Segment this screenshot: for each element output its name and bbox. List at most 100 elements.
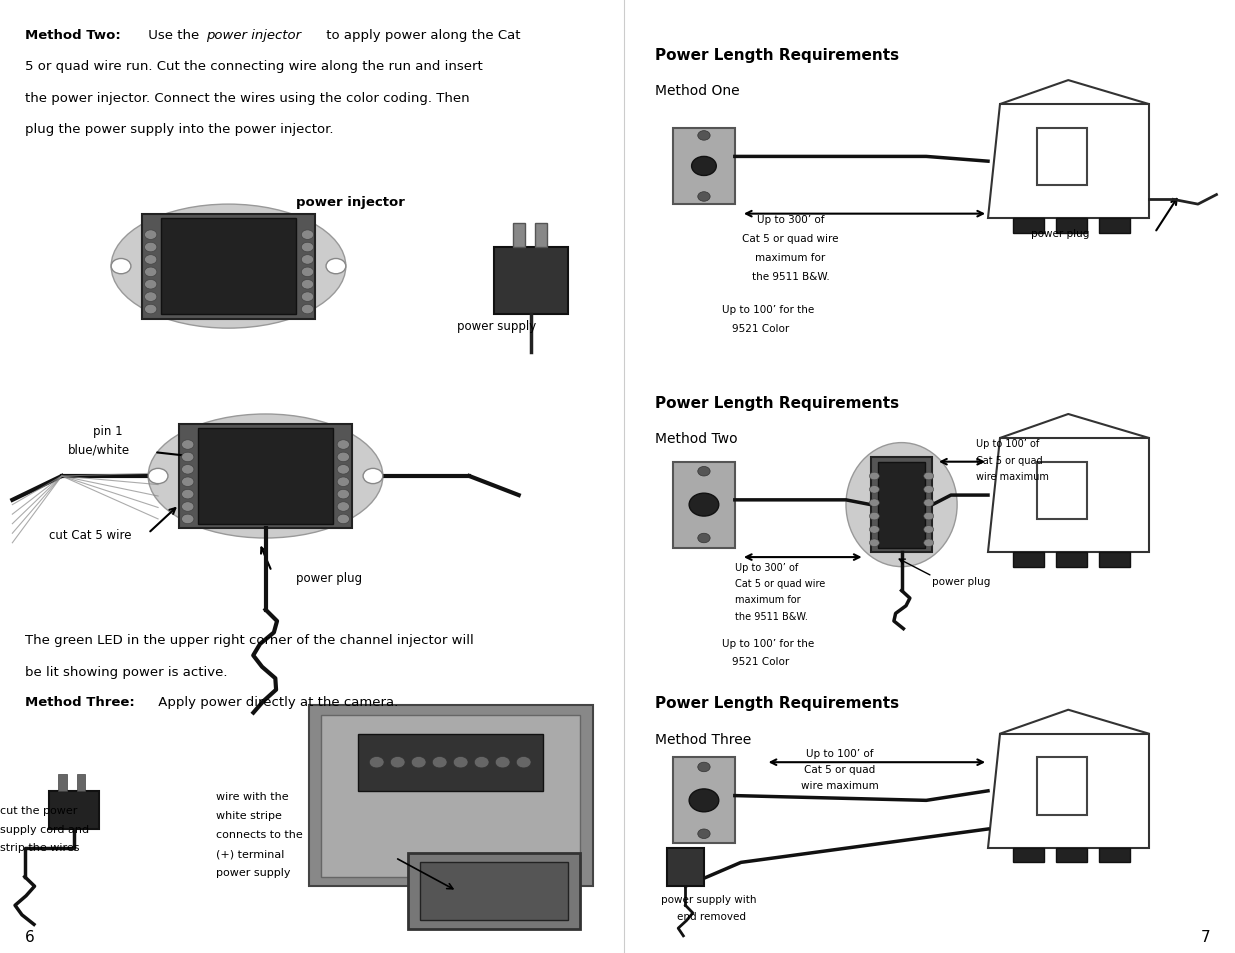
Text: wire maximum: wire maximum xyxy=(976,472,1049,481)
Text: 6: 6 xyxy=(25,929,35,944)
Circle shape xyxy=(111,259,131,274)
Circle shape xyxy=(474,757,489,768)
Circle shape xyxy=(432,757,447,768)
Circle shape xyxy=(182,502,194,512)
Text: Up to 300’ of: Up to 300’ of xyxy=(735,562,798,572)
Text: power plug: power plug xyxy=(932,577,990,586)
Text: power injector: power injector xyxy=(296,195,405,209)
Bar xyxy=(49,791,99,829)
Circle shape xyxy=(144,305,157,314)
Text: power plug: power plug xyxy=(1031,229,1089,238)
Text: the 9511 B&W.: the 9511 B&W. xyxy=(735,611,808,620)
Circle shape xyxy=(301,280,314,290)
Bar xyxy=(1037,462,1087,519)
Text: strip the wires: strip the wires xyxy=(0,842,79,852)
Bar xyxy=(321,715,580,877)
Circle shape xyxy=(692,157,716,176)
Circle shape xyxy=(495,757,510,768)
Circle shape xyxy=(301,268,314,277)
Text: end removed: end removed xyxy=(677,911,746,921)
Text: - +: - + xyxy=(477,867,499,882)
Circle shape xyxy=(698,193,710,202)
Text: wire with the: wire with the xyxy=(216,791,289,801)
Text: the 9511 B&W.: the 9511 B&W. xyxy=(752,272,829,281)
Circle shape xyxy=(869,539,879,547)
Circle shape xyxy=(337,465,350,475)
Bar xyxy=(1056,553,1087,567)
Text: cut the power: cut the power xyxy=(0,805,78,815)
Bar xyxy=(878,462,925,548)
Circle shape xyxy=(144,255,157,265)
Ellipse shape xyxy=(846,443,957,567)
Circle shape xyxy=(182,453,194,462)
Circle shape xyxy=(337,477,350,487)
Circle shape xyxy=(182,465,194,475)
Text: power supply with: power supply with xyxy=(661,894,756,903)
Circle shape xyxy=(411,757,426,768)
Text: power supply: power supply xyxy=(457,319,536,333)
Bar xyxy=(667,848,704,886)
Circle shape xyxy=(698,467,710,476)
Circle shape xyxy=(698,829,710,839)
Circle shape xyxy=(144,243,157,253)
Text: wire maximum: wire maximum xyxy=(802,781,878,790)
Circle shape xyxy=(924,486,934,494)
Bar xyxy=(1013,219,1044,233)
Circle shape xyxy=(698,132,710,141)
Text: 5 or quad wire run. Cut the connecting wire along the run and insert: 5 or quad wire run. Cut the connecting w… xyxy=(25,60,483,73)
Circle shape xyxy=(301,305,314,314)
Text: Up to 100’ for the: Up to 100’ for the xyxy=(722,305,815,314)
Text: 9521 Color: 9521 Color xyxy=(732,324,789,334)
Circle shape xyxy=(337,453,350,462)
Bar xyxy=(494,248,568,314)
Text: Cat 5 or quad wire: Cat 5 or quad wire xyxy=(735,578,825,588)
Bar xyxy=(513,224,525,248)
Text: 9521 Color: 9521 Color xyxy=(732,657,789,666)
Circle shape xyxy=(148,469,168,484)
Circle shape xyxy=(390,757,405,768)
Circle shape xyxy=(924,526,934,534)
Text: pin 1: pin 1 xyxy=(93,424,122,437)
Circle shape xyxy=(337,502,350,512)
Circle shape xyxy=(689,789,719,812)
Text: white stripe: white stripe xyxy=(216,810,282,820)
Bar xyxy=(1037,129,1087,186)
Circle shape xyxy=(924,473,934,480)
Circle shape xyxy=(516,757,531,768)
Bar xyxy=(179,424,352,529)
Bar xyxy=(673,462,735,548)
Text: Power Length Requirements: Power Length Requirements xyxy=(655,48,899,63)
Bar xyxy=(1056,848,1087,862)
Text: the power injector. Connect the wires using the color coding. Then: the power injector. Connect the wires us… xyxy=(25,91,469,105)
Text: supply cord and: supply cord and xyxy=(0,824,89,834)
Bar xyxy=(408,853,580,929)
Circle shape xyxy=(301,243,314,253)
Circle shape xyxy=(182,515,194,524)
Text: Method One: Method One xyxy=(655,84,740,98)
Text: blue/white: blue/white xyxy=(68,443,130,456)
Circle shape xyxy=(924,539,934,547)
Bar xyxy=(1099,553,1130,567)
Circle shape xyxy=(144,293,157,302)
Bar xyxy=(420,862,568,920)
Circle shape xyxy=(144,280,157,290)
Bar xyxy=(77,774,85,791)
Bar xyxy=(1056,219,1087,233)
Text: Power Length Requirements: Power Length Requirements xyxy=(655,696,899,711)
Bar xyxy=(1099,848,1130,862)
Text: (+) terminal: (+) terminal xyxy=(216,848,284,858)
Circle shape xyxy=(369,757,384,768)
Text: Cat 5 or quad: Cat 5 or quad xyxy=(976,456,1042,465)
Bar xyxy=(309,705,593,886)
Bar xyxy=(673,129,735,205)
Circle shape xyxy=(869,499,879,507)
Ellipse shape xyxy=(148,415,383,538)
Text: power supply: power supply xyxy=(216,867,290,877)
Circle shape xyxy=(337,515,350,524)
Bar xyxy=(358,734,543,791)
Bar xyxy=(535,224,547,248)
Circle shape xyxy=(301,255,314,265)
Circle shape xyxy=(869,473,879,480)
Circle shape xyxy=(301,231,314,240)
Circle shape xyxy=(337,440,350,450)
